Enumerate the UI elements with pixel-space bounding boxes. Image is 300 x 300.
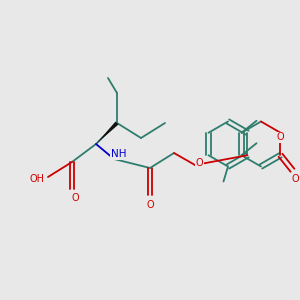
Text: O: O	[146, 200, 154, 211]
Text: NH: NH	[111, 149, 126, 160]
Text: O: O	[196, 158, 203, 168]
Text: OH: OH	[30, 173, 45, 184]
Text: O: O	[71, 193, 79, 203]
Text: O: O	[277, 132, 284, 142]
Polygon shape	[96, 122, 118, 144]
Text: O: O	[292, 174, 299, 184]
